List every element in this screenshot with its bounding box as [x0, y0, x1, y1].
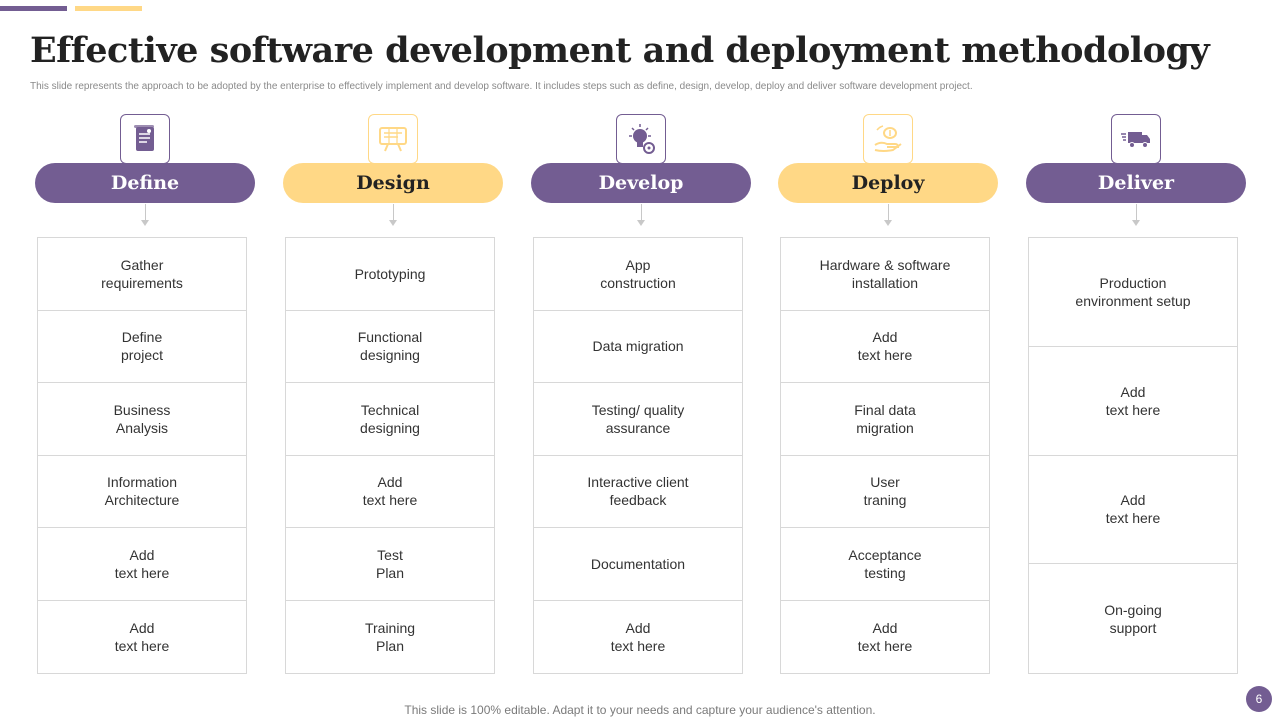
- list-item: Data migration: [534, 311, 742, 383]
- connector-line: [393, 204, 394, 221]
- arrow-down-icon: [141, 220, 149, 226]
- connector-line: [145, 204, 146, 221]
- arrow-down-icon: [637, 220, 645, 226]
- list-item: Add text here: [286, 456, 494, 528]
- connector-line: [888, 204, 889, 221]
- step-items-list: App construction Data migration Testing/ q…: [533, 237, 743, 674]
- step-column-deploy: Deploy Hardware & software installation Ad…: [778, 114, 998, 674]
- step-column-design: Design Prototyping Functional designing Tec…: [283, 114, 503, 674]
- list-item: Information Architecture: [38, 456, 246, 528]
- step-label-design: Design: [283, 163, 503, 203]
- list-item: Add text here: [1029, 456, 1237, 565]
- step-label-deploy: Deploy: [778, 163, 998, 203]
- list-item: Business Analysis: [38, 383, 246, 456]
- delivery-truck-icon: [1111, 114, 1161, 164]
- list-item: Add text here: [114, 619, 170, 654]
- step-label-deliver: Deliver: [1026, 163, 1246, 203]
- list-item: Hardware & software installation: [781, 238, 989, 311]
- list-item: Training Plan: [364, 619, 416, 654]
- step-column-deliver: Deliver Production environment setup Add t…: [1026, 114, 1246, 674]
- accent-bar-purple: [0, 6, 67, 11]
- step-items-list: Prototyping Functional designing Technical…: [285, 237, 495, 674]
- list-item: App construction: [534, 238, 742, 311]
- accent-bar-yellow: [75, 6, 142, 11]
- blueprint-icon: [368, 114, 418, 164]
- step-column-develop: Develop App construction Data migration Tes…: [531, 114, 751, 674]
- connector-line: [641, 204, 642, 221]
- footer-note: This slide is 100% editable. Adapt it to…: [404, 703, 876, 717]
- step-label-define: Define: [35, 163, 255, 203]
- hand-coin-icon: [863, 114, 913, 164]
- step-label-develop: Develop: [531, 163, 751, 203]
- list-item: Acceptance testing: [781, 528, 989, 601]
- list-item: Testing/ quality assurance: [534, 383, 742, 456]
- page-subtitle: This slide represents the approach to be…: [30, 81, 973, 92]
- page-number: 6: [1246, 686, 1272, 712]
- list-item: Functional designing: [286, 311, 494, 383]
- page-title: Effective software development and deplo…: [30, 30, 1210, 71]
- list-item: Final data migration: [781, 383, 989, 456]
- list-item: Add text here: [38, 528, 246, 601]
- step-items-list: Hardware & software installation Add text…: [780, 237, 990, 674]
- list-item: Interactive client feedback: [534, 456, 742, 528]
- step-column-define: Define Gather requirements Define project B…: [35, 114, 255, 674]
- list-item: Technical designing: [286, 383, 494, 456]
- list-item: Add text here: [781, 311, 989, 383]
- list-item: Gather requirements: [38, 238, 246, 311]
- step-items-list: Production environment setup Add text her…: [1028, 237, 1238, 674]
- list-item: Define project: [38, 311, 246, 383]
- document-list-icon: [120, 114, 170, 164]
- arrow-down-icon: [389, 220, 397, 226]
- lightbulb-gear-icon: [616, 114, 666, 164]
- connector-line: [1136, 204, 1137, 221]
- list-item: Documentation: [534, 528, 742, 601]
- arrow-down-icon: [884, 220, 892, 226]
- list-item: Production environment setup: [1029, 238, 1237, 347]
- list-item: Prototyping: [286, 238, 494, 311]
- list-item: Test Plan: [286, 528, 494, 601]
- list-item: On-going support: [1104, 601, 1162, 636]
- step-items-list: Gather requirements Define project Busines…: [37, 237, 247, 674]
- arrow-down-icon: [1132, 220, 1140, 226]
- list-item: Add text here: [610, 619, 666, 654]
- list-item: User traning: [781, 456, 989, 528]
- list-item: Add text here: [1029, 347, 1237, 456]
- list-item: Add text here: [857, 619, 913, 654]
